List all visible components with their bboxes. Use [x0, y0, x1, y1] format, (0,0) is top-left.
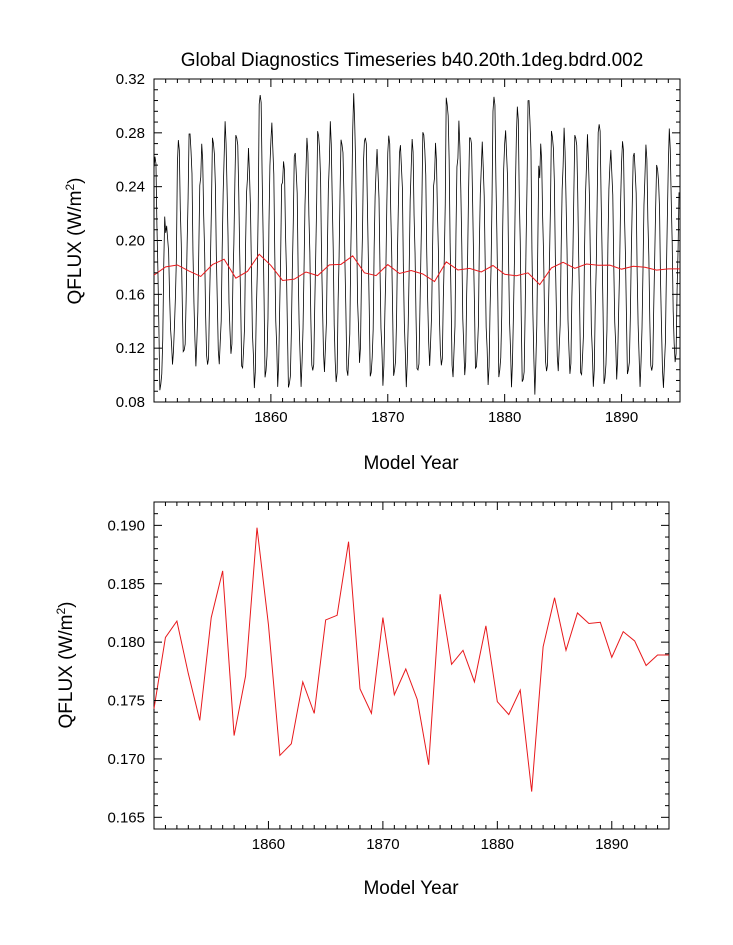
y-tick-label: 0.190 [107, 517, 145, 534]
y-axis-label: QFLUX (W/m2) [54, 601, 77, 728]
monthly-series-line [153, 93, 680, 395]
x-tick-label: 1870 [371, 409, 404, 426]
top-x-axis: Model Year 1860 1870 1880 1890 [153, 79, 681, 474]
x-tick-label: 1880 [488, 409, 521, 426]
x-tick-label: 1860 [252, 836, 285, 853]
y-tick-label: 0.185 [107, 576, 145, 593]
chart-title: Global Diagnostics Timeseries b40.20th.1… [181, 50, 644, 71]
y-tick-label: 0.180 [107, 634, 145, 651]
y-tick-label: 0.28 [116, 125, 145, 142]
y-tick-label: 0.32 [116, 71, 145, 88]
y-tick-label: 0.24 [116, 179, 145, 196]
x-tick-label: 1890 [605, 409, 638, 426]
y-axis-label-exponent: 2 [54, 608, 68, 615]
x-axis-label: Model Year [363, 453, 459, 474]
bottom-plot-area [153, 501, 670, 830]
y-axis-label-close: ) [65, 177, 86, 183]
y-axis-label-text: QFLUX (W/m [56, 615, 77, 729]
y-tick-label: 0.175 [107, 693, 145, 710]
y-tick-label: 0.16 [116, 286, 145, 303]
y-axis-label: QFLUX (W/m2) [63, 177, 86, 304]
top-y-axis: QFLUX (W/m2) 0.08 0.12 0.16 0.20 0.24 0.28 0.3… [63, 71, 680, 411]
y-axis-label-text: QFLUX (W/m [65, 191, 86, 305]
y-tick-label: 0.12 [116, 340, 145, 357]
bottom-plot-frame [153, 501, 670, 830]
y-tick-label: 0.165 [107, 809, 145, 826]
y-axis-label-exponent: 2 [63, 184, 77, 191]
x-tick-label: 1860 [254, 409, 287, 426]
top-plot-area [153, 78, 681, 403]
y-axis-label-close: ) [56, 601, 77, 607]
annual-mean-line [153, 253, 680, 286]
annual-mean-line [153, 527, 669, 792]
x-axis-label: Model Year [363, 878, 459, 899]
y-tick-label: 0.170 [107, 751, 145, 768]
y-tick-label: 0.08 [116, 394, 145, 411]
bottom-y-axis: QFLUX (W/m2) 0.165 0.170 0.175 0.180 0.185 0.… [54, 501, 669, 830]
x-tick-label: 1880 [481, 836, 514, 853]
x-tick-label: 1870 [366, 836, 399, 853]
x-tick-label: 1890 [595, 836, 628, 853]
y-tick-label: 0.20 [116, 233, 145, 250]
bottom-x-axis: Model Year 1860 1870 1880 1890 [153, 502, 670, 899]
